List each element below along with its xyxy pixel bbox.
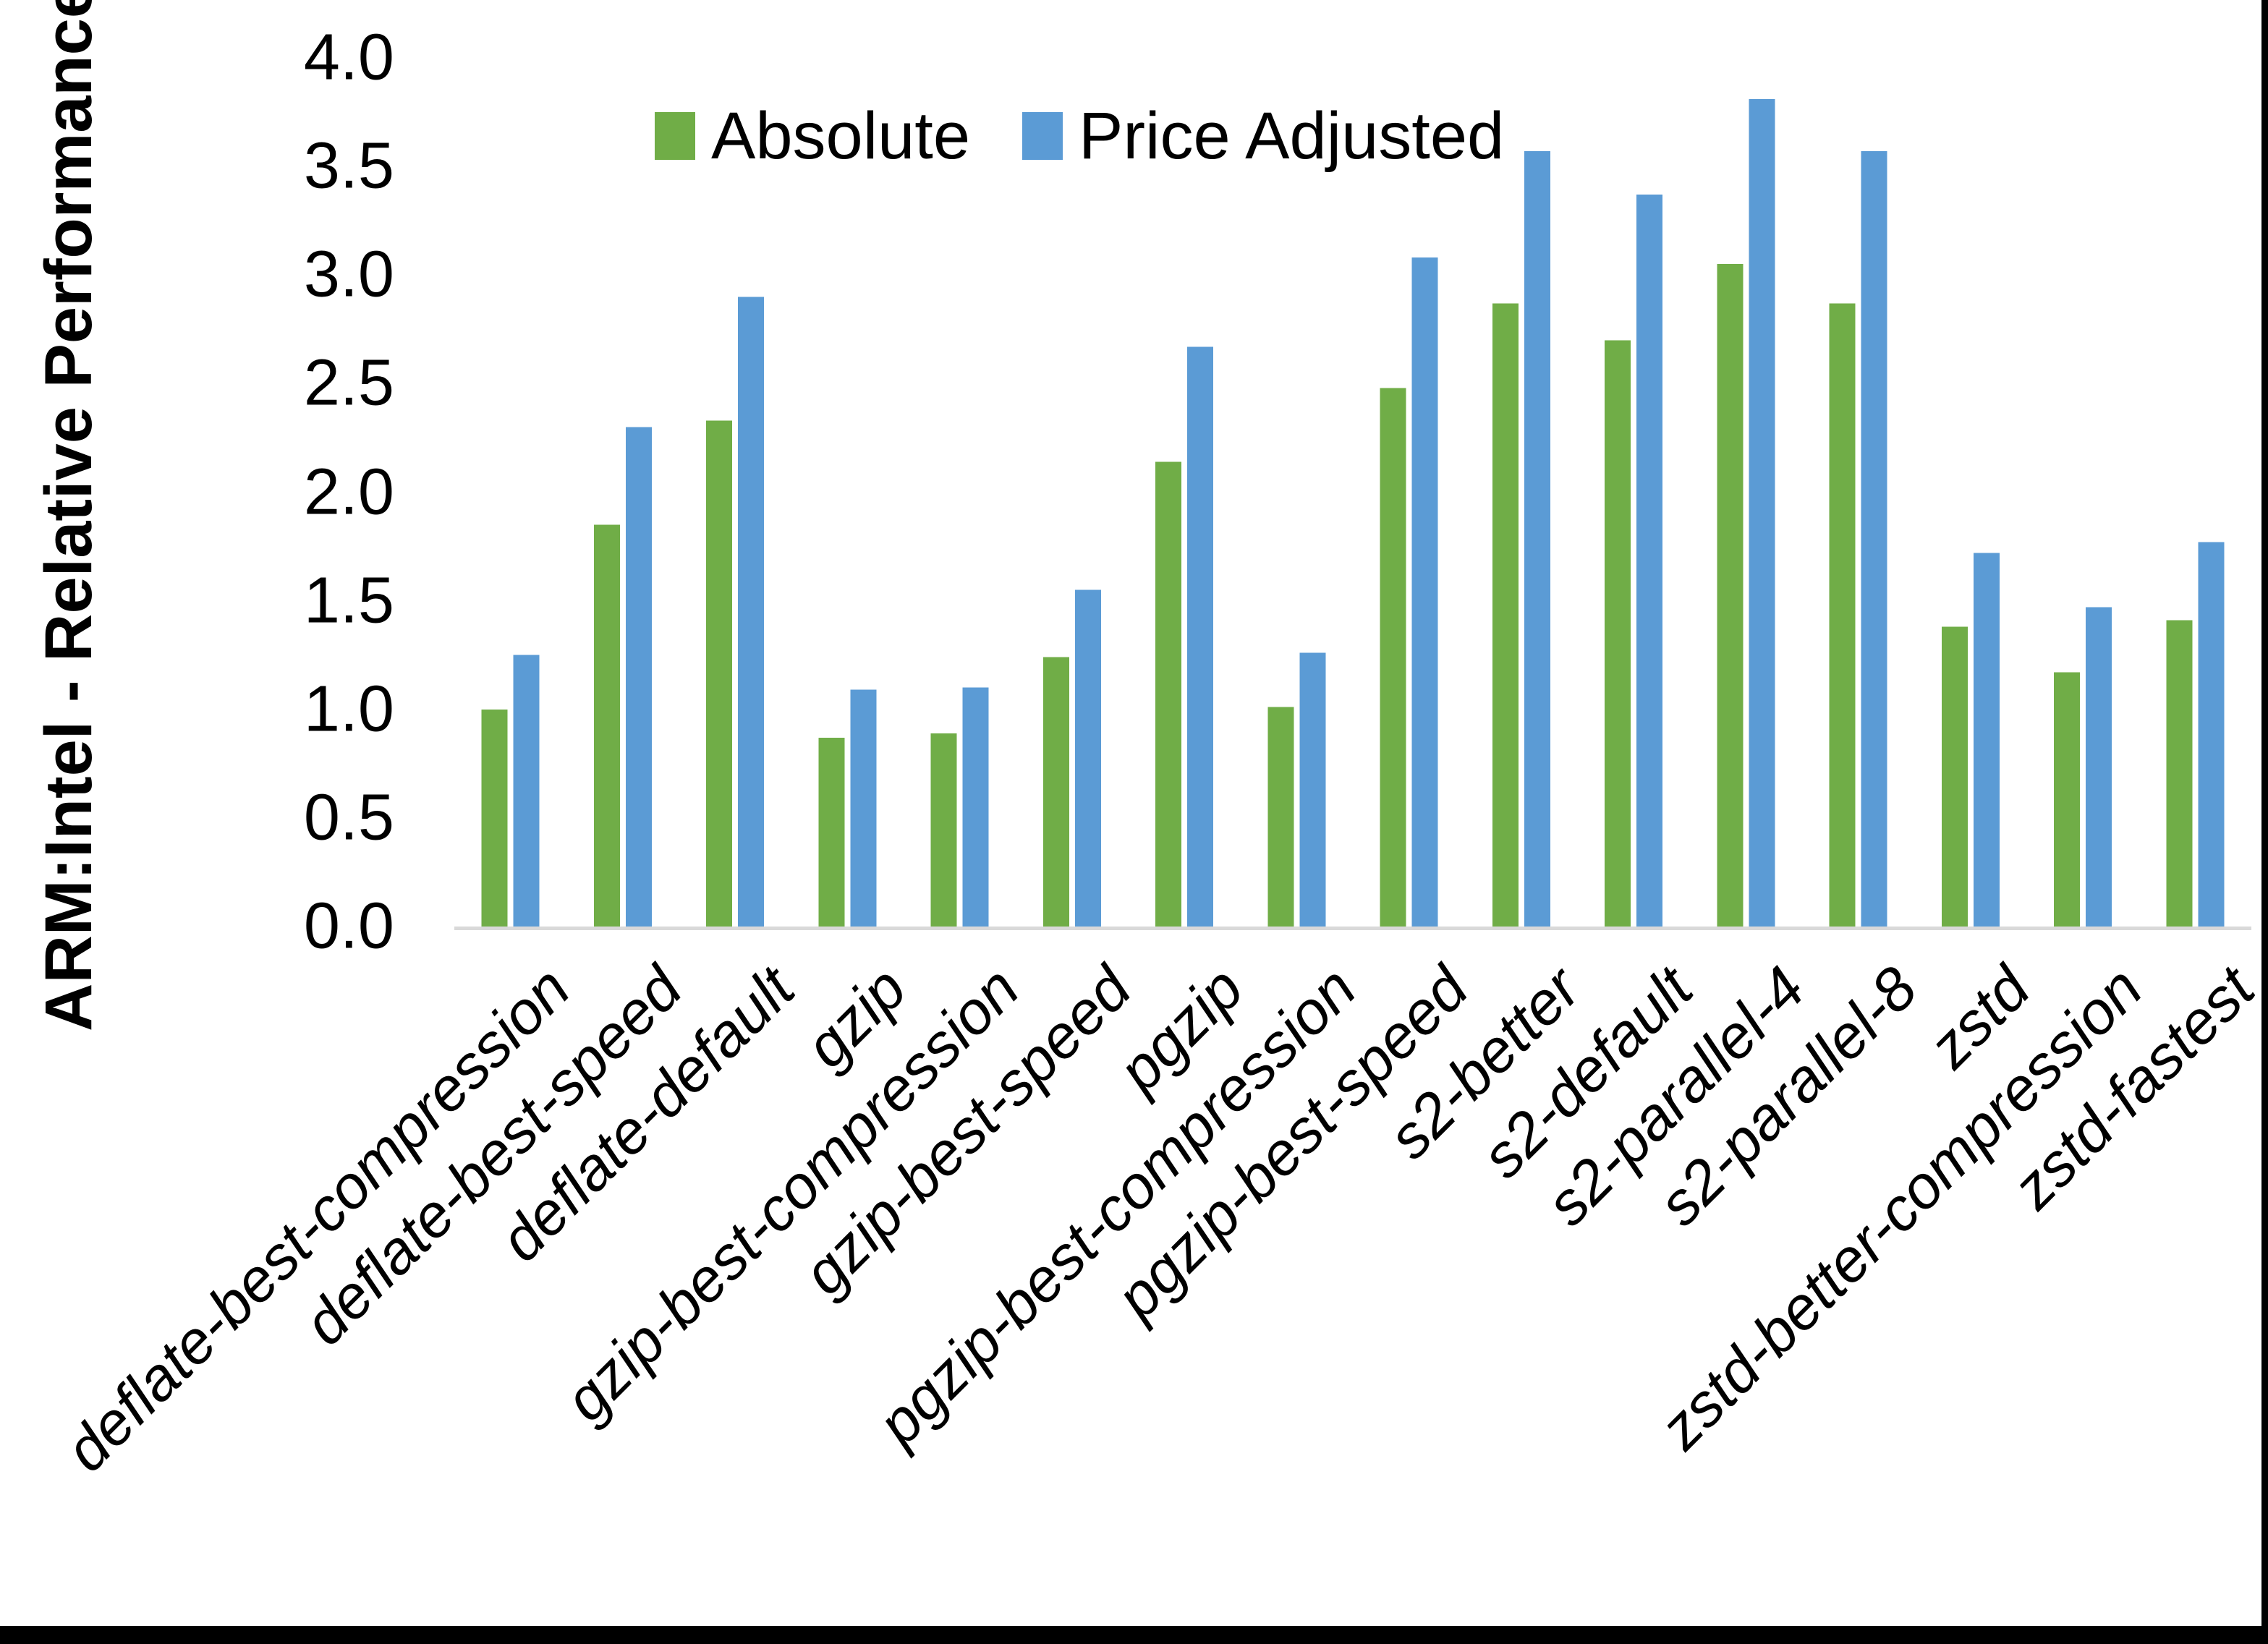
bar-absolute-deflate-default [706,420,733,927]
y-tick-label: 3.0 [303,238,394,311]
legend-label: Absolute [711,98,971,173]
bar-price-adjusted-s2-parallel-8 [1861,151,1887,927]
chart-legend: Absolute Price Adjusted [655,93,1504,179]
bar-price-adjusted-zstd [1973,553,2000,927]
bar-absolute-zstd-better-compression [2054,672,2081,927]
legend-swatch-icon [655,112,695,160]
legend-swatch-icon [1022,112,1063,160]
bar-price-adjusted-pgzip-best-speed [1411,257,1438,927]
bar-absolute-zstd-fastest [2166,620,2193,927]
bar-price-adjusted-pgzip [1187,346,1214,927]
frame-edge-right [2261,0,2268,1644]
legend-item-absolute: Absolute [655,98,970,174]
bar-price-adjusted-zstd-fastest [2198,542,2225,927]
bar-price-adjusted-s2-default [1636,195,1663,927]
y-tick-label: 2.5 [303,346,394,419]
bar-absolute-pgzip-best-speed [1380,388,1406,927]
bar-price-adjusted-s2-better [1524,151,1550,927]
bar-absolute-s2-parallel-8 [1829,303,1856,927]
legend-label: Price Adjusted [1079,98,1505,173]
bar-absolute-s2-parallel-4 [1717,264,1744,927]
x-axis-line [454,927,2251,930]
bar-price-adjusted-pgzip-best-compression [1299,652,1326,927]
bar-price-adjusted-gzip [850,689,877,927]
bar-absolute-gzip [818,737,845,927]
bar-absolute-gzip-best-compression [930,733,957,927]
y-tick-label: 3.5 [303,129,394,203]
bar-absolute-pgzip [1155,461,1182,927]
y-tick-label: 0.0 [303,890,394,963]
y-tick-label: 1.5 [303,564,394,637]
bar-price-adjusted-gzip-best-speed [1074,589,1101,927]
bar-absolute-deflate-best-speed [593,524,620,927]
bar-absolute-deflate-best-compression [481,709,508,927]
bar-price-adjusted-s2-parallel-4 [1749,99,1775,927]
legend-item-price-adjusted: Price Adjusted [1022,98,1504,174]
y-tick-label: 1.0 [303,673,394,746]
bar-absolute-s2-default [1605,340,1631,927]
bar-absolute-pgzip-best-compression [1267,707,1294,927]
bar-absolute-gzip-best-speed [1042,657,1069,927]
bar-price-adjusted-deflate-best-speed [625,427,652,927]
bar-price-adjusted-deflate-best-compression [513,655,540,927]
bar-absolute-zstd [1941,626,1968,927]
frame-edge-bottom [0,1626,2268,1644]
bar-absolute-s2-better [1492,303,1519,927]
bar-price-adjusted-deflate-default [738,297,765,927]
bar-price-adjusted-gzip-best-compression [962,687,989,927]
y-tick-label: 0.5 [303,781,394,854]
y-tick-label: 4.0 [303,21,394,94]
bar-price-adjusted-zstd-better-compression [2086,607,2112,927]
y-tick-label: 2.0 [303,456,394,528]
